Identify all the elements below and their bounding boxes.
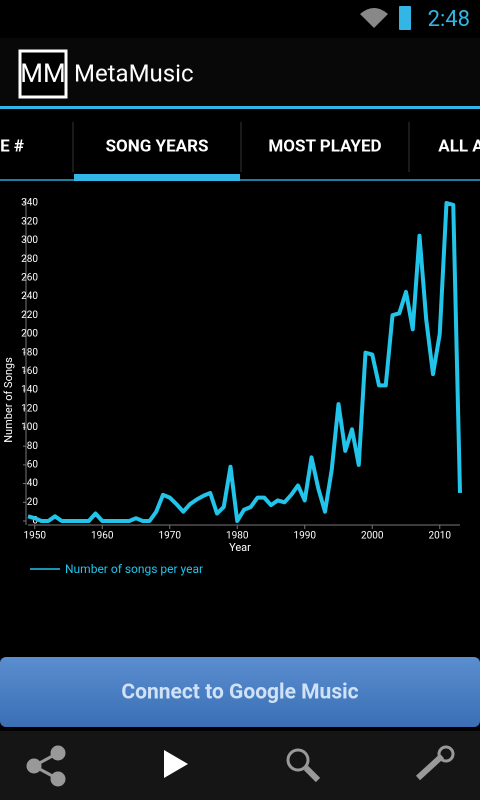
y-tick-label: 280 [21, 254, 38, 265]
y-tick-label: 160 [21, 366, 38, 377]
tab-label[interactable]: E # [0, 136, 24, 156]
wifi-icon [360, 8, 388, 28]
tab-label[interactable]: SONG YEARS [106, 136, 209, 156]
y-tick-label: 120 [21, 403, 38, 414]
y-tick-label: 200 [21, 329, 38, 340]
x-axis-label: Year [229, 541, 251, 554]
y-axis-label: Number of Songs [2, 357, 15, 443]
y-tick-label: 260 [21, 272, 38, 283]
app-logo [18, 49, 68, 99]
y-tick-label: 240 [21, 291, 38, 302]
play-icon[interactable] [164, 750, 188, 778]
x-tick-label: 2000 [361, 531, 384, 542]
battery-icon [399, 6, 411, 30]
share-icon[interactable] [26, 745, 66, 787]
y-tick-label: 300 [21, 235, 38, 246]
settings-icon[interactable] [415, 745, 455, 781]
y-tick-label: 340 [21, 198, 38, 209]
x-tick-label: 1980 [226, 531, 249, 542]
y-tick-label: 60 [27, 460, 39, 471]
legend-label: Number of songs per year [65, 562, 203, 576]
logo-text: MM [20, 59, 65, 89]
search-icon[interactable] [286, 748, 321, 783]
x-tick-label: 1960 [91, 531, 114, 542]
x-tick-label: 1970 [159, 531, 182, 542]
connect-button[interactable] [0, 657, 480, 727]
y-tick-label: 40 [27, 478, 39, 489]
x-tick-label: 1950 [24, 531, 47, 542]
y-tick-label: 320 [21, 216, 38, 227]
y-tick-label: 80 [27, 441, 39, 452]
tab-label[interactable]: MOST PLAYED [268, 136, 381, 156]
y-tick-label: 140 [21, 385, 38, 396]
y-tick-label: 20 [27, 497, 39, 508]
tab-label[interactable]: ALL A [438, 136, 480, 156]
x-tick-label: 2010 [429, 531, 452, 542]
action-bar [0, 38, 480, 106]
y-tick-label: 180 [21, 347, 38, 358]
y-tick-label: 100 [21, 422, 38, 433]
action-bar-divider [0, 106, 480, 109]
y-tick-label: 0 [32, 516, 38, 527]
x-tick-label: 1990 [294, 531, 317, 542]
tab-indicator [74, 174, 240, 181]
y-tick-label: 220 [21, 310, 38, 321]
connect-button-label[interactable]: Connect to Google Music [121, 681, 358, 705]
bottom-bar [0, 731, 480, 800]
data-line [27, 201, 462, 523]
app-title: MetaMusic [74, 59, 194, 87]
clock: 2:48 [428, 7, 470, 32]
